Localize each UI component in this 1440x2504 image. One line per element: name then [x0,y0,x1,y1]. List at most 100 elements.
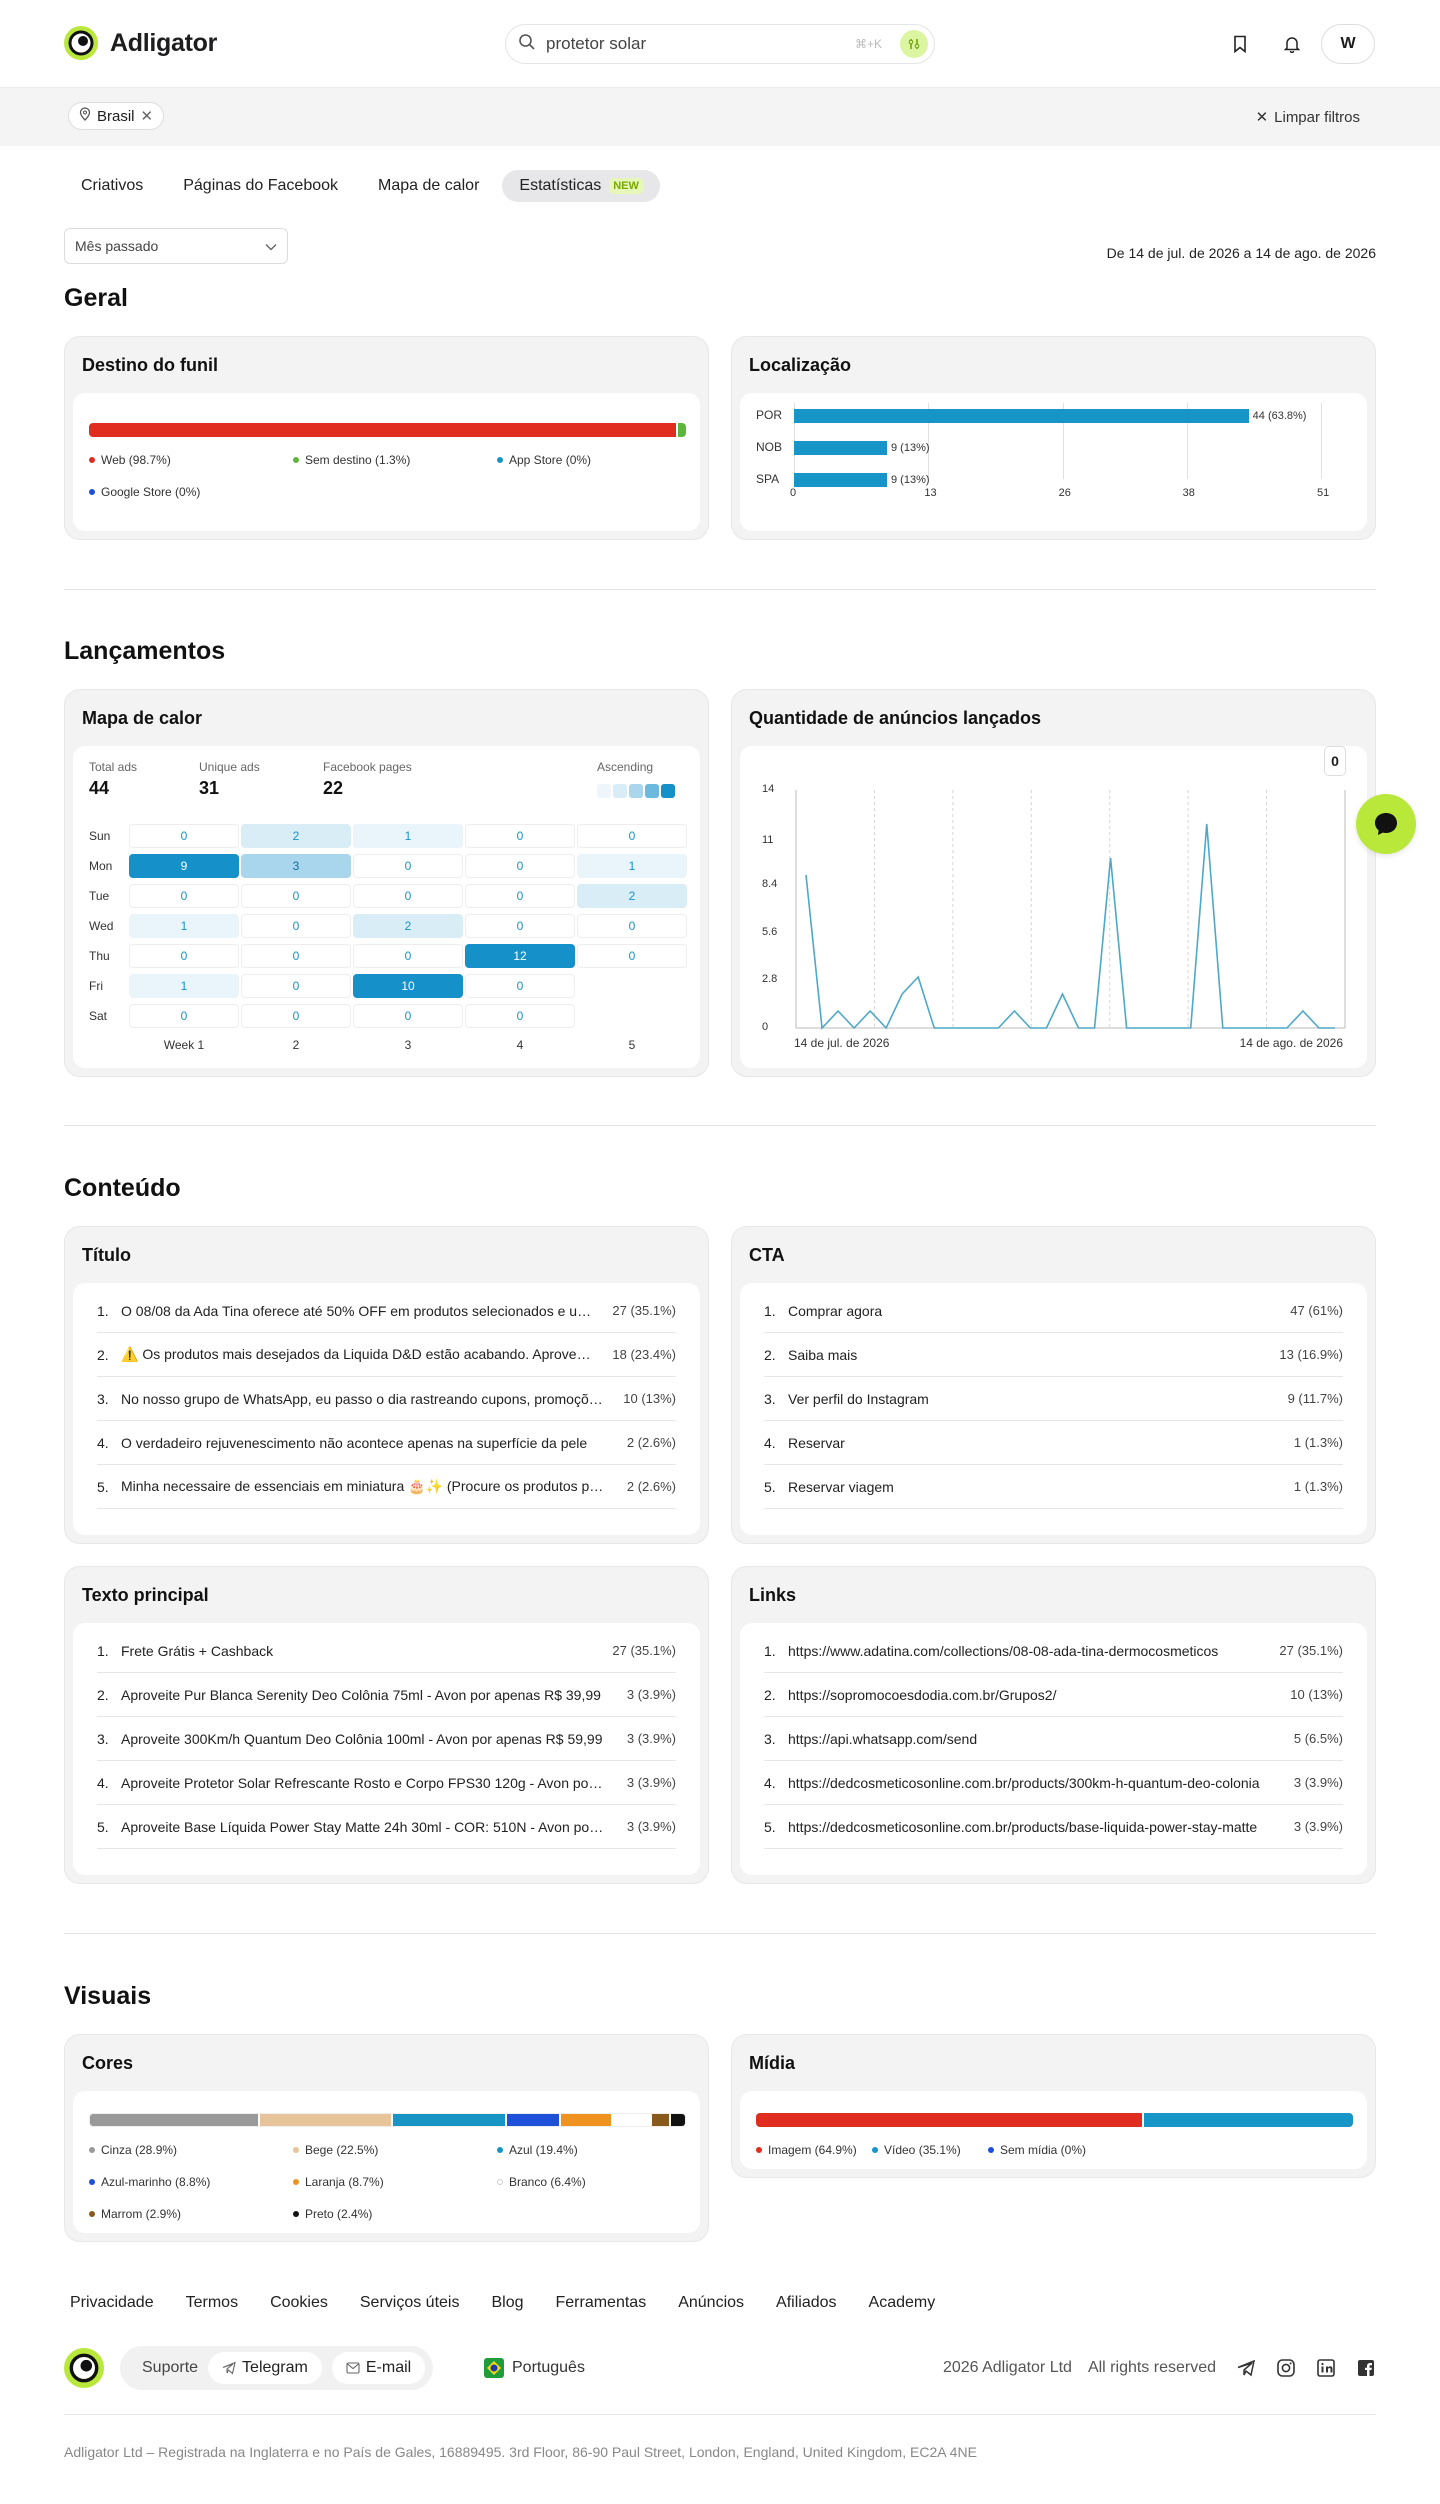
heatmap-cell[interactable]: 0 [241,1004,351,1028]
heatmap-cell[interactable]: 2 [577,884,687,908]
heatmap-cell[interactable]: 2 [353,914,463,938]
heatmap-cell[interactable]: 0 [241,884,351,908]
heatmap-cell[interactable]: 0 [465,1004,575,1028]
footer-link[interactable]: Serviços úteis [359,2294,460,2311]
footer-link[interactable]: Termos [185,2294,239,2311]
heatmap-cell[interactable]: 1 [577,854,687,878]
list-item[interactable]: 2. https://sopromocoesdodia.com.br/Grupos… [764,1673,1343,1717]
period-select[interactable]: Mês passado [64,228,288,264]
list-item[interactable]: 2. ⚠️ Os produtos mais desejados da Liqui… [97,1333,676,1377]
legend-label: Cinza (28.9%) [101,2143,178,2157]
filter-chip-country[interactable]: Brasil ✕ [68,102,165,130]
heatmap-cell[interactable]: 0 [353,1004,463,1028]
heatmap-cell[interactable]: 0 [353,854,463,878]
heatmap-cell[interactable]: 0 [353,944,463,968]
telegram-button[interactable]: Telegram [208,2352,322,2384]
telegram-icon[interactable] [1236,2358,1256,2383]
list-item[interactable]: 1. https://www.adatina.com/collections/08… [764,1629,1343,1673]
footer-link[interactable]: Cookies [270,2294,328,2311]
heatmap-color-scale[interactable] [597,784,675,798]
instagram-icon[interactable] [1276,2358,1296,2383]
footer-link[interactable]: Anúncios [678,2294,745,2311]
heatmap-cell[interactable]: 0 [465,914,575,938]
x-tick-label: 14 de jul. de 2026 [794,1036,890,1050]
heatmap-cell[interactable]: 9 [129,854,239,878]
list-item[interactable]: 5. Reservar viagem 1 (1.3%) [764,1465,1343,1509]
footer-link[interactable]: Privacidade [70,2294,154,2311]
heatmap-cell[interactable]: 0 [241,974,351,998]
list-item[interactable]: 3. No nosso grupo de WhatsApp, eu passo o… [97,1377,676,1421]
legend-dot [89,2211,95,2217]
heatmap-cell[interactable]: 3 [241,854,351,878]
chat-button[interactable] [1356,794,1416,854]
heatmap-cell[interactable]: 1 [353,824,463,848]
footer-link[interactable]: Academy [868,2294,936,2311]
list-item[interactable]: 5. Aproveite Base Líquida Power Stay Matt… [97,1805,676,1849]
heatmap-cell[interactable]: 0 [129,944,239,968]
card-title: Localização [749,355,852,375]
footer-link[interactable]: Blog [491,2294,524,2311]
heatmap-cell[interactable]: 0 [129,824,239,848]
footer-link[interactable]: Afiliados [776,2294,837,2311]
list-item[interactable]: 2. Aproveite Pur Blanca Serenity Deo Colô… [97,1673,676,1717]
heatmap-cell[interactable]: 0 [465,854,575,878]
list-item[interactable]: 3. Aproveite 300Km/h Quantum Deo Colônia … [97,1717,676,1761]
list-text: Aproveite Protetor Solar Refrescante Ros… [121,1774,627,1791]
list-item[interactable]: 5. https://dedcosmeticosonline.com.br/pro… [764,1805,1343,1849]
heatmap-cell[interactable]: 0 [577,944,687,968]
tab-criativos[interactable]: Criativos [81,177,144,194]
legend-label: Sem mídia (0%) [1000,2143,1087,2157]
heatmap-cell[interactable]: 2 [241,824,351,848]
facebook-icon[interactable] [1356,2358,1376,2383]
bell-icon[interactable] [1278,30,1306,58]
heatmap-cell[interactable]: 0 [241,914,351,938]
week-label: 4 [516,1038,524,1052]
footer-link[interactable]: Ferramentas [555,2294,647,2311]
legend-label: Imagem (64.9%) [768,2143,857,2157]
clear-filters-button[interactable]: ✕ Limpar filtros [1256,108,1360,127]
legend-item: Bege (22.5%) [293,2143,378,2157]
avatar[interactable]: W [1321,24,1375,64]
list-item[interactable]: 3. https://api.whatsapp.com/send 5 (6.5%) [764,1717,1343,1761]
list-item[interactable]: 3. Ver perfil do Instagram 9 (11.7%) [764,1377,1343,1421]
heatmap-cell[interactable]: 1 [129,974,239,998]
list-item[interactable]: 4. Reservar 1 (1.3%) [764,1421,1343,1465]
logo[interactable]: Adligator [64,26,217,60]
legend-label: Laranja (8.7%) [305,2175,384,2189]
tab-heatmap[interactable]: Mapa de calor [378,177,480,194]
linkedin-icon[interactable] [1316,2358,1336,2383]
heatmap-cell[interactable]: 0 [353,884,463,908]
email-button[interactable]: E-mail [331,2352,426,2384]
list-item[interactable]: 1. O 08/08 da Ada Tina oferece até 50% OF… [97,1289,676,1333]
support-group: Suporte Telegram E-mail [120,2346,434,2390]
heatmap-cell[interactable]: 10 [353,974,463,998]
heatmap-cell[interactable]: 0 [465,884,575,908]
heatmap-cell[interactable]: 0 [465,974,575,998]
heatmap-cell[interactable]: 0 [129,884,239,908]
y-tick-label: 2.8 [762,973,778,986]
tab-facebook-pages[interactable]: Páginas do Facebook [183,177,339,194]
list-item[interactable]: 4. https://dedcosmeticosonline.com.br/pro… [764,1761,1343,1805]
list-item[interactable]: 1. Comprar agora 47 (61%) [764,1289,1343,1333]
heatmap-cell[interactable]: 0 [465,824,575,848]
bookmark-icon[interactable] [1226,30,1254,58]
heatmap-cell[interactable]: 0 [577,824,687,848]
heatmap-cell[interactable]: 1 [129,914,239,938]
heatmap-cell[interactable]: 0 [577,914,687,938]
list-text: ⚠️ Os produtos mais desejados da Liquida… [121,1346,612,1362]
footer-logo-icon[interactable] [64,2348,104,2388]
heatmap-cell[interactable]: 0 [129,1004,239,1028]
close-icon[interactable]: ✕ [140,108,154,125]
list-item[interactable]: 4. O verdadeiro rejuvenescimento não acon… [97,1421,676,1465]
heatmap-cell[interactable]: 12 [465,944,575,968]
list-item[interactable]: 4. Aproveite Protetor Solar Refrescante R… [97,1761,676,1805]
list-item[interactable]: 5. Minha necessaire de essenciais em mini… [97,1465,676,1509]
card-title: Texto principal [82,1585,209,1605]
tab-statistics[interactable]: Estatísticas NEW [502,170,660,202]
list-item[interactable]: 2. Saiba mais 13 (16.9%) [764,1333,1343,1377]
list-item[interactable]: 1. Frete Grátis + Cashback 27 (35.1%) [97,1629,676,1673]
heatmap-cell[interactable]: 0 [241,944,351,968]
language-select[interactable]: Português [484,2358,585,2378]
search-input[interactable]: protetor solar ⌘+K [505,24,935,64]
filter-settings-icon[interactable] [900,30,928,58]
